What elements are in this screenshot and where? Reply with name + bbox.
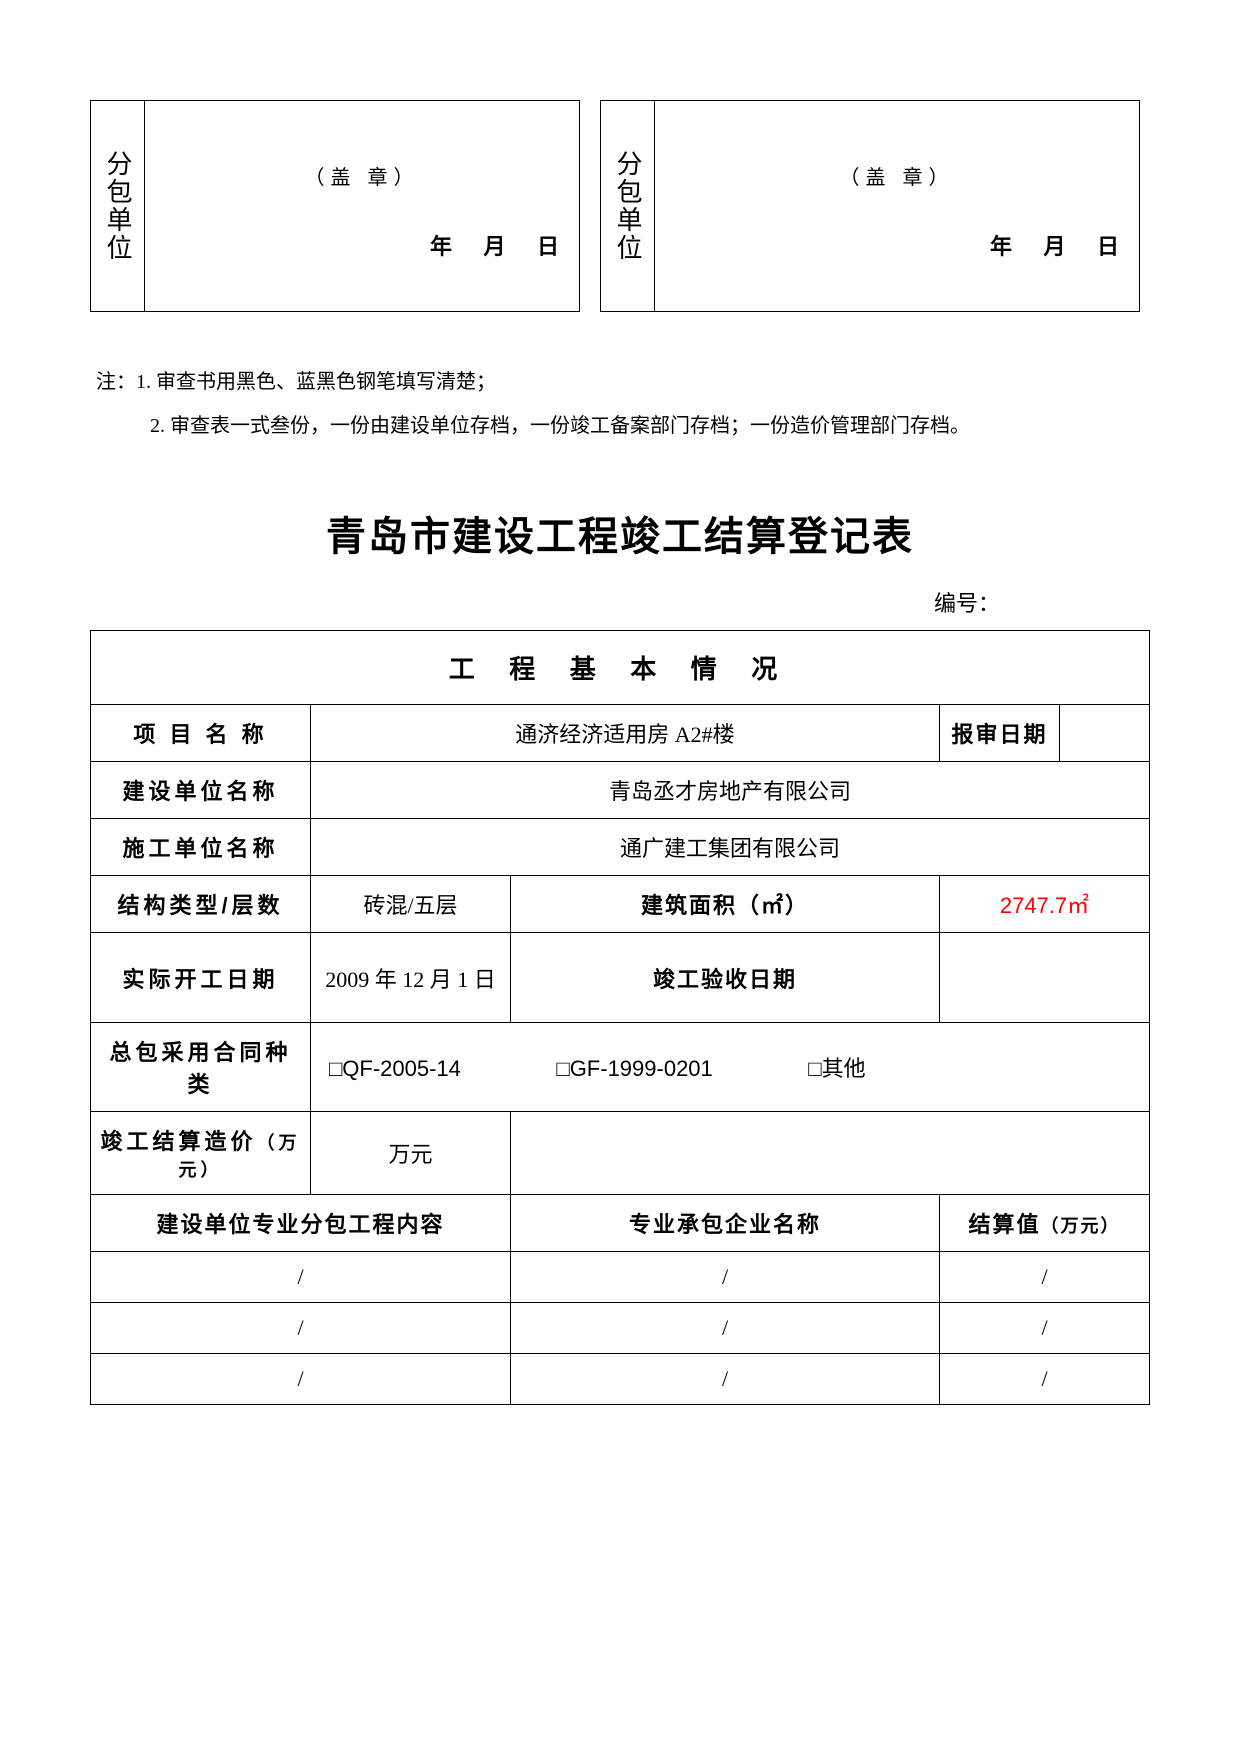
contract-opt-3: □其他 [808, 1051, 865, 1083]
val-structure: 砖混/五层 [311, 876, 511, 933]
date-day: 日 [1075, 229, 1121, 261]
serial-number-row: 编号： [90, 586, 1150, 618]
section-header-row: 工 程 基 本 情 况 [91, 631, 1150, 705]
lbl-contract-type: 总包采用合同种类 [91, 1023, 311, 1112]
main-title: 青岛市建设工程竣工结算登记表 [90, 504, 1150, 562]
lbl-settlement-a: 竣工结算造价 [100, 1129, 256, 1154]
sub1-value: / [940, 1252, 1150, 1303]
date-year: 年 [408, 229, 454, 261]
sig-body-right: （盖 章） 年 月 日 [655, 101, 1139, 311]
val-start-date: 2009 年 12 月 1 日 [311, 933, 511, 1023]
lbl-builder: 建设单位名称 [91, 762, 311, 819]
val-project-name: 通济经济适用房 A2#楼 [311, 705, 940, 762]
row-project-name: 项 目 名 称 通济经济适用房 A2#楼 报审日期 [91, 705, 1150, 762]
lbl-area: 建筑面积（㎡） [511, 876, 940, 933]
val-settlement: 万元 [311, 1112, 511, 1195]
note-line-2: 2. 审查表一式叁份，一份由建设单位存档，一份竣工备案部门存档；一份造价管理部门… [96, 404, 1150, 448]
sig-label-right: 分包单位 [601, 101, 655, 311]
sig-label-left: 分包单位 [91, 101, 145, 311]
lbl-settlement: 竣工结算造价（万元） [91, 1112, 311, 1195]
date-year: 年 [968, 229, 1014, 261]
val-contractor: 通广建工集团有限公司 [311, 819, 1150, 876]
val-builder: 青岛丞才房地产有限公司 [311, 762, 1150, 819]
val-submit-date [1060, 705, 1150, 762]
sub3-value: / [940, 1354, 1150, 1405]
sub2-company: / [511, 1303, 940, 1354]
sub1-company: / [511, 1252, 940, 1303]
contract-opt-2: □GF-1999-0201 [556, 1056, 712, 1082]
row-sub-1: / / / [91, 1252, 1150, 1303]
contract-opt-1: □QF-2005-14 [329, 1056, 461, 1082]
val-settlement-blank [511, 1112, 1150, 1195]
lbl-sub-value-a: 结算值 [968, 1212, 1040, 1237]
date-month: 月 [462, 229, 508, 261]
row-builder: 建设单位名称 青岛丞才房地产有限公司 [91, 762, 1150, 819]
sub3-company: / [511, 1354, 940, 1405]
sub1-content: / [91, 1252, 511, 1303]
date-line-right: 年 月 日 [968, 229, 1121, 261]
section-header: 工 程 基 本 情 况 [91, 631, 1150, 705]
row-subcontract-header: 建设单位专业分包工程内容 专业承包企业名称 结算值（万元） [91, 1195, 1150, 1252]
val-area: 2747.7㎡ [940, 876, 1150, 933]
registration-table: 工 程 基 本 情 况 项 目 名 称 通济经济适用房 A2#楼 报审日期 建设… [90, 630, 1150, 1405]
lbl-submit-date: 报审日期 [940, 705, 1060, 762]
signature-block-right: 分包单位 （盖 章） 年 月 日 [600, 100, 1140, 312]
note-1-text: 1. 审查书用黑色、蓝黑色钢笔填写清楚； [136, 371, 496, 393]
row-contract-type: 总包采用合同种类 □QF-2005-14 □GF-1999-0201 □其他 [91, 1023, 1150, 1112]
val-contract-type: □QF-2005-14 □GF-1999-0201 □其他 [311, 1023, 1150, 1112]
signature-block-left: 分包单位 （盖 章） 年 月 日 [90, 100, 580, 312]
lbl-sub-company: 专业承包企业名称 [511, 1195, 940, 1252]
note-prefix: 注： [96, 371, 136, 393]
sub2-value: / [940, 1303, 1150, 1354]
lbl-sub-value: 结算值（万元） [940, 1195, 1150, 1252]
date-day: 日 [515, 229, 561, 261]
signature-row: 分包单位 （盖 章） 年 月 日 分包单位 （盖 章） 年 月 日 [90, 100, 1150, 312]
lbl-project-name: 项 目 名 称 [91, 705, 311, 762]
lbl-accept-date: 竣工验收日期 [511, 933, 940, 1023]
lbl-contractor: 施工单位名称 [91, 819, 311, 876]
sub3-content: / [91, 1354, 511, 1405]
row-sub-3: / / / [91, 1354, 1150, 1405]
row-sub-2: / / / [91, 1303, 1150, 1354]
sub2-content: / [91, 1303, 511, 1354]
row-contractor: 施工单位名称 通广建工集团有限公司 [91, 819, 1150, 876]
row-settlement: 竣工结算造价（万元） 万元 [91, 1112, 1150, 1195]
date-month: 月 [1022, 229, 1068, 261]
val-accept-date [940, 933, 1150, 1023]
row-structure: 结构类型/层数 砖混/五层 建筑面积（㎡） 2747.7㎡ [91, 876, 1150, 933]
sig-body-left: （盖 章） 年 月 日 [145, 101, 579, 311]
row-start-date: 实际开工日期 2009 年 12 月 1 日 竣工验收日期 [91, 933, 1150, 1023]
seal-text-right: （盖 章） [655, 161, 1139, 190]
notes-block: 注：1. 审查书用黑色、蓝黑色钢笔填写清楚； 2. 审查表一式叁份，一份由建设单… [90, 360, 1150, 448]
seal-text-left: （盖 章） [145, 161, 579, 190]
lbl-start-date: 实际开工日期 [91, 933, 311, 1023]
lbl-sub-value-b: （万元） [1041, 1216, 1121, 1236]
lbl-sub-content: 建设单位专业分包工程内容 [91, 1195, 511, 1252]
date-line-left: 年 月 日 [408, 229, 561, 261]
lbl-structure: 结构类型/层数 [91, 876, 311, 933]
note-line-1: 注：1. 审查书用黑色、蓝黑色钢笔填写清楚； [96, 360, 1150, 404]
